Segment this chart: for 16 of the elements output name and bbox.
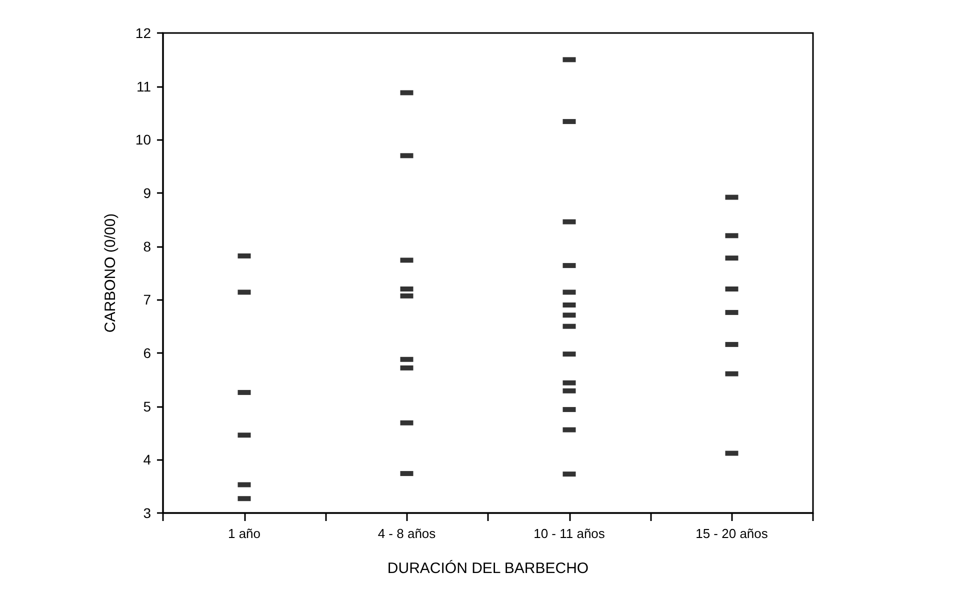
y-tick-label: 9 bbox=[143, 185, 152, 201]
y-tick-label: 6 bbox=[143, 345, 152, 361]
y-tick-label: 3 bbox=[143, 505, 152, 521]
x-axis-title: DURACIÓN DEL BARBECHO bbox=[387, 559, 589, 577]
x-tick-label: 10 - 11 años bbox=[534, 526, 606, 541]
y-tick-label: 10 bbox=[135, 132, 152, 148]
y-tick-label: 7 bbox=[143, 292, 152, 308]
y-tick-label: 8 bbox=[143, 238, 152, 254]
y-tick-label: 11 bbox=[136, 78, 152, 94]
y-axis-title: CARBONO (0/00) bbox=[102, 213, 119, 333]
x-tick-label: 15 - 20 años bbox=[696, 526, 768, 541]
y-tick-label: 12 bbox=[135, 25, 152, 41]
y-tick-label: 4 bbox=[143, 452, 152, 468]
x-tick-label: 4 - 8 años bbox=[378, 526, 436, 541]
x-tick-label: 1 año bbox=[228, 526, 261, 541]
y-tick-label: 5 bbox=[143, 398, 152, 414]
